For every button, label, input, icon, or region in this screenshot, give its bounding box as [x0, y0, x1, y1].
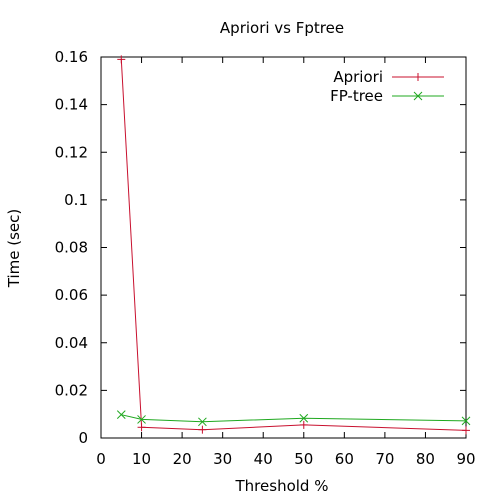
y-tick-label: 0.06: [55, 286, 88, 304]
y-tick-label: 0.02: [55, 381, 88, 399]
x-tick-label: 70: [375, 450, 394, 468]
y-tick-label: 0.16: [55, 48, 88, 66]
x-tick-label: 50: [294, 450, 313, 468]
plot-area: 0 10 20 30 40 50 60 70 80 90 0 0.02 0.04 0.06 0.08 0.1 0…: [55, 48, 476, 468]
y-tick-label: 0.12: [55, 143, 88, 161]
legend-label-fp-tree: FP-tree: [330, 87, 383, 105]
y-tick-label: 0.08: [55, 239, 88, 257]
y-tick-label: 0.14: [55, 96, 88, 114]
chart-title: Apriori vs Fptree: [220, 19, 344, 37]
x-tick-label: 40: [254, 450, 273, 468]
data-point-fp-tree-d2: [461, 416, 471, 426]
y-tick-label: 0: [78, 429, 88, 447]
x-axis-label: Threshold %: [235, 477, 329, 495]
x-tick-label: 30: [213, 450, 232, 468]
x-tick-label: 80: [416, 450, 435, 468]
data-point-fp-tree-d2: [299, 413, 309, 423]
x-tick-label: 20: [173, 450, 192, 468]
data-point-fp-tree-d2: [137, 415, 146, 424]
y-axis-label: Time (sec): [5, 209, 23, 288]
legend-label-apriori: Apriori: [333, 68, 383, 86]
x-tick-label: 90: [456, 450, 475, 468]
y-tick-label: 0.1: [64, 191, 88, 209]
data-point-fp-tree-d2: [116, 410, 126, 420]
data-point-fp-tree-d2: [198, 417, 207, 427]
x-tick-label: 60: [335, 450, 354, 468]
x-tick-label: 0: [96, 450, 106, 468]
x-tick-label: 10: [132, 450, 151, 468]
legend-marker-fp-tree-d2: [413, 91, 423, 101]
y-tick-label: 0.04: [55, 334, 88, 352]
